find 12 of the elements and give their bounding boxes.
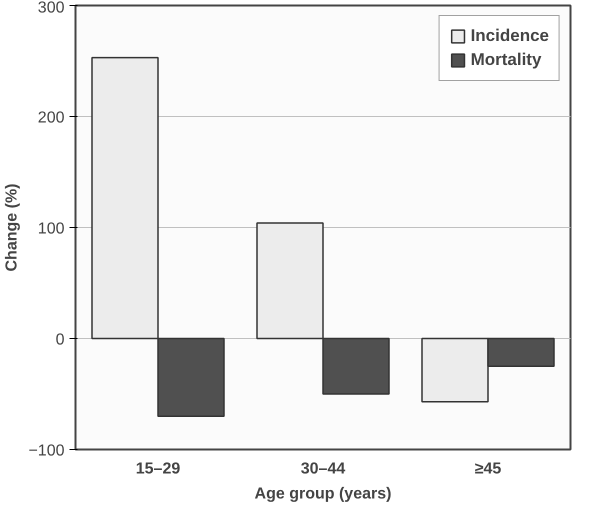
- legend-label: Incidence: [470, 26, 549, 46]
- x-tick-label: ≥45: [474, 460, 502, 478]
- y-axis-title: Change (%): [3, 184, 20, 272]
- legend-label: Mortality: [470, 50, 542, 70]
- y-tick-label: 100: [38, 220, 65, 238]
- x-tick-label: 30–44: [300, 460, 346, 478]
- x-axis-title: Age group (years): [254, 486, 392, 502]
- y-tick-label: 300: [38, 0, 65, 16]
- y-tick-label: 200: [38, 110, 65, 126]
- y-tick-label: −100: [28, 442, 65, 460]
- y-tick-label: 0: [56, 332, 65, 348]
- x-tick-label: 15–29: [136, 460, 180, 478]
